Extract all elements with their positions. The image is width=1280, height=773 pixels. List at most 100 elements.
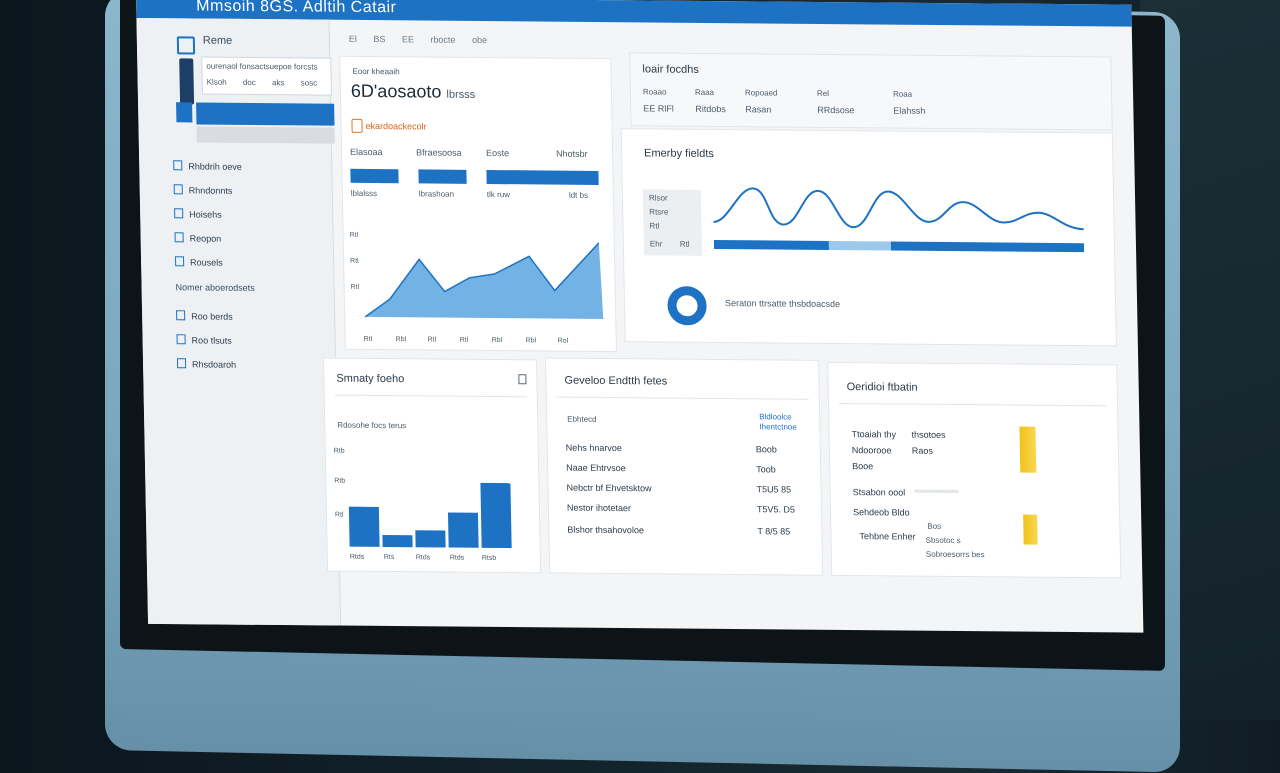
top-nav-item[interactable]: obe [471, 34, 488, 46]
sidebar-item-label: Rhsdoaroh [191, 359, 237, 370]
detail-label: Ttoaiah thy [851, 429, 897, 440]
summary-big-value: 6D'aosaoto lbrsss [351, 81, 476, 103]
yellow-indicator-1 [1019, 426, 1037, 473]
bar-chart-bar [348, 506, 380, 547]
legend-item: Rlsor [648, 193, 668, 203]
list-card: Geveloo Endtth fetes Ebhtecd Bldloolce I… [545, 357, 824, 576]
sidebar-info-card: ourenaol fonsactsuepoe forcsts Klsoh doc… [201, 56, 332, 96]
bar-chart-subtitle: Rdosohe focs terus [337, 420, 407, 431]
sidebar-secondary-item[interactable] [196, 126, 335, 144]
activity-card: Emerby fieldts Rlsor Rtsre Rtl Ehr Rtl S… [620, 128, 1117, 347]
stat-bar-1 [350, 168, 399, 184]
table-cell: Rasan [745, 104, 772, 115]
sidebar-item-label: Rhbdrih oeve [188, 161, 242, 172]
bar-chart-bar [415, 530, 446, 548]
table-cell: EE RlFl [643, 103, 674, 114]
list-col-head-2[interactable]: Bldloolce Ihentctnoe [759, 412, 797, 432]
wave-chart [713, 187, 1085, 253]
nav-item-icon [173, 184, 183, 195]
timeline-bar-2 [828, 240, 892, 251]
sidebar-item-2[interactable]: Rhndonnts [173, 184, 233, 196]
stat-bar-2 [418, 169, 467, 184]
sidebar-active-item[interactable] [196, 102, 335, 126]
legend-item: Rtsre [649, 207, 669, 217]
top-nav-item[interactable]: EE [401, 34, 415, 45]
detail-label: Booe [852, 461, 874, 472]
top-nav-item[interactable]: BS [373, 34, 386, 45]
divider [334, 394, 527, 398]
sidebar-item-4[interactable]: Reopon [174, 232, 222, 244]
sidebar-item-label: Hoisehs [189, 209, 222, 220]
window-title: Mmsoih 8GS. Adltih Catair [196, 0, 397, 17]
x-tick: Rol [558, 338, 569, 345]
sidebar-item-label: Rousels [190, 257, 223, 268]
stat-label: Nhotsbr [556, 148, 588, 159]
bottom-right-card: Oeridioi ftbatin Ttoaiah thy thsotoes Nd… [827, 361, 1122, 579]
sidebar-item-6[interactable]: Roo berds [176, 310, 233, 322]
timeline-bar-1 [713, 239, 830, 250]
area-chart: Rtl Rtl Rtl Rtl Rbl Rtl Rtl Rbl Rbl Rol [350, 232, 604, 345]
sidebar-item-label: Roo berds [191, 311, 233, 322]
sidebar-home-label[interactable]: Reme [202, 34, 233, 47]
list-row-value: T5U5 85 [756, 484, 792, 495]
legend-box: Rlsor Rtsre Rtl Ehr Rtl [642, 189, 703, 256]
list-col-head: Ebhtecd [567, 414, 597, 424]
sidebar-item-8[interactable]: Rhsdoaroh [176, 358, 237, 370]
summary-card: Eoor kheaaih 6D'aosaoto lbrsss ekardoack… [339, 55, 617, 353]
sidebar-item-label: Rhndonnts [188, 185, 233, 196]
detail-note: Bos [927, 521, 942, 531]
top-nav-item[interactable]: rbocte [430, 34, 456, 45]
nav-item-icon [176, 358, 187, 369]
sidebar-item-label: Reopon [189, 233, 222, 244]
bar-chart-bar [382, 534, 413, 548]
list-row-label: Nestor ihotetaer [566, 502, 632, 514]
area-fill [365, 242, 604, 319]
nav-item-icon [175, 256, 185, 267]
x-tick: Rtds [450, 555, 465, 562]
summary-alert-text[interactable]: ekardoackecolr [365, 120, 427, 132]
stat-bar-3 [486, 169, 599, 185]
activity-title: Emerby fieldts [643, 147, 714, 160]
table-header: Raaa [694, 87, 715, 98]
list-row-label: Nehs hnarvoe [565, 442, 622, 454]
summary-small-label: Eoor kheaaih [352, 66, 400, 77]
sidebar-item-3[interactable]: Hoisehs [174, 208, 222, 220]
sidebar-card-line1: ourenaol fonsactsuepoe forcsts [206, 61, 318, 72]
table-header: Ropoaed [744, 88, 778, 98]
nav-item-icon [174, 208, 184, 219]
nav-item-icon [173, 160, 183, 171]
x-tick: Rtds [416, 554, 431, 561]
stat-sub: tlk ruw [486, 189, 511, 200]
stat-sub: ldt bs [568, 190, 589, 200]
list-row-label: Nebctr bf Ehvetsktow [566, 482, 652, 494]
detail-label: Ndoorooe [851, 445, 892, 456]
list-row-value: Boob [755, 444, 777, 455]
x-tick: Rtl [364, 336, 373, 343]
area-line [364, 242, 600, 318]
book-icon [179, 58, 195, 105]
sidebar-item-1[interactable]: Rhbdrih oeve [173, 160, 242, 172]
lock-icon [518, 374, 527, 385]
nav-item-icon [174, 232, 184, 243]
x-tick: Rtl [460, 337, 469, 344]
y-tick: Rtl [350, 232, 359, 239]
y-tick: Rtl [335, 512, 344, 519]
nav-item-icon [176, 334, 186, 345]
x-tick: Rtl [428, 336, 437, 343]
x-tick: Rbl [492, 337, 503, 344]
wave-line [713, 187, 1084, 231]
list-row-value: Toob [756, 464, 776, 475]
list-card-title: Geveloo Endtth fetes [564, 374, 668, 388]
stat-label: Eoste [485, 148, 510, 159]
divider [556, 396, 809, 400]
top-nav-item[interactable]: El [348, 33, 357, 44]
nav-item-icon [176, 310, 186, 321]
sidebar-item-5[interactable]: Rousels [175, 256, 223, 268]
bar-chart-card: Smnaty foeho Rdosohe focs terus Rtb Rtb … [322, 357, 542, 574]
x-tick: Rts [384, 554, 395, 561]
list-row-value: T 8/5 85 [757, 526, 791, 537]
detail-label: Stsabon oool [852, 487, 906, 498]
y-tick: Rtb [334, 478, 345, 485]
stat-label: Bfraesoosa [415, 147, 462, 158]
sidebar-item-7[interactable]: Roo tlsuts [176, 334, 232, 346]
